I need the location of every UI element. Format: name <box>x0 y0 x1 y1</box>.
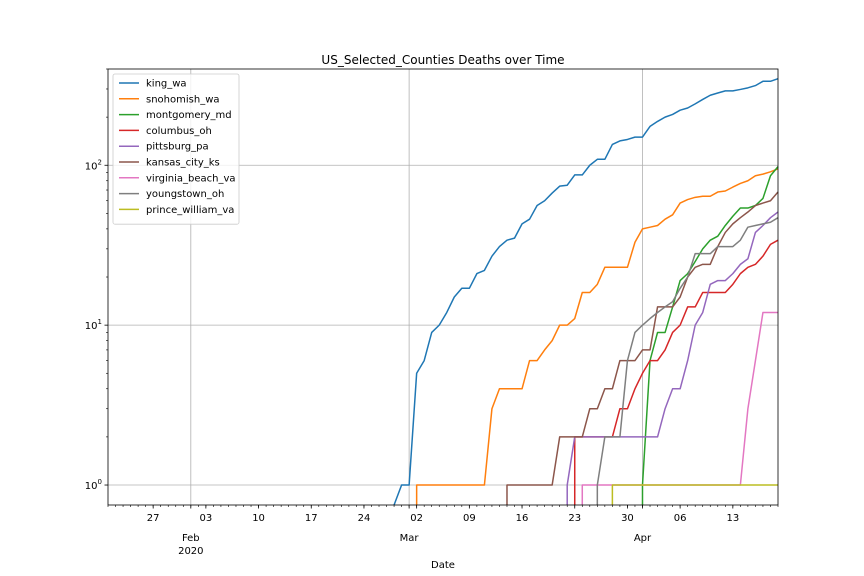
x-axis-label: Date <box>431 560 455 571</box>
series-line-youngstown_oh <box>596 217 779 505</box>
x-month-label: Feb <box>182 533 200 544</box>
x-tick-label: 27 <box>147 513 160 524</box>
x-tick-label: 10 <box>252 513 265 524</box>
x-tick-label: 17 <box>305 513 318 524</box>
legend: king_wa snohomish_wa montgomery_md columbus… <box>112 73 240 225</box>
legend-label-virginia_beach_va: virginia_beach_va <box>146 173 236 184</box>
x-tick-label: 02 <box>410 513 423 524</box>
series-line-pittsburg_pa <box>566 211 779 505</box>
legend-label-prince_william_va: prince_william_va <box>146 205 234 216</box>
series-line-snohomish_wa <box>415 168 779 505</box>
series-line-king_wa <box>393 77 779 506</box>
y-tick-exponent: 1 <box>98 318 102 326</box>
x-tick-label: 23 <box>568 513 581 524</box>
x-tick-label: 06 <box>674 513 687 524</box>
legend-box <box>112 73 240 225</box>
x-month-label: Apr <box>634 533 652 544</box>
x-tick-label: 13 <box>726 513 739 524</box>
legend-label-pittsburg_pa: pittsburg_pa <box>146 142 209 153</box>
axes-frame <box>107 68 779 506</box>
legend-label-king_wa: king_wa <box>146 79 187 90</box>
series-line-virginia_beach_va <box>581 311 778 505</box>
x-tick-label: 30 <box>621 513 634 524</box>
series-line-columbus_oh <box>573 239 779 505</box>
x-month-label: Mar <box>400 533 420 544</box>
y-tick-exponent: 2 <box>98 158 102 166</box>
legend-label-snohomish_wa: snohomish_wa <box>146 94 220 105</box>
legend-label-columbus_oh: columbus_oh <box>146 126 212 137</box>
y-tick-exponent: 0 <box>98 478 102 486</box>
legend-label-kansas_city_ks: kansas_city_ks <box>146 158 220 169</box>
chart-title: US_Selected_Counties Deaths over Time <box>321 53 564 67</box>
x-tick-label: 24 <box>358 513 371 524</box>
series-lines <box>393 77 779 506</box>
x-tick-label: 16 <box>516 513 529 524</box>
series-line-prince_william_va <box>611 484 778 505</box>
x-tick-label: 03 <box>199 513 212 524</box>
legend-label-montgomery_md: montgomery_md <box>146 110 232 121</box>
x-tick-label: 09 <box>463 513 476 524</box>
x-year-label: 2020 <box>178 546 203 557</box>
legend-label-youngstown_oh: youngstown_oh <box>146 189 224 200</box>
